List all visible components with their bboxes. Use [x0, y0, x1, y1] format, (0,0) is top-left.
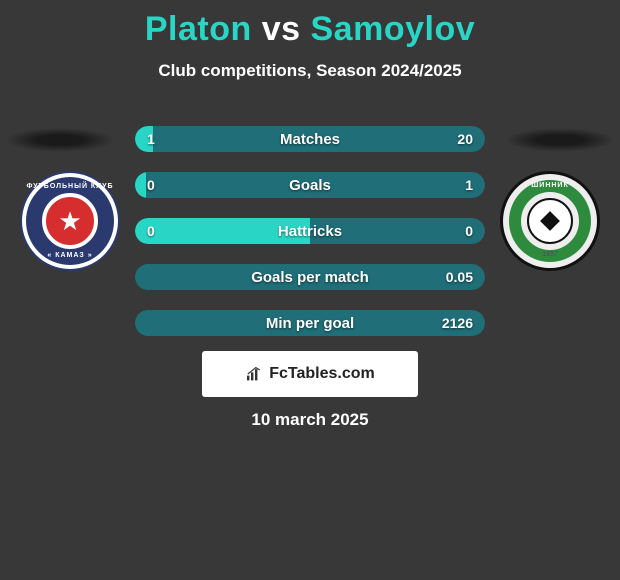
- bar-right-value: 0.05: [446, 269, 473, 285]
- bar-left-value: 1: [147, 131, 155, 147]
- stat-bars: Matches120Goals01Hattricks00Goals per ma…: [135, 126, 485, 356]
- bar-label: Hattricks: [135, 223, 485, 240]
- bar-right-value: 2126: [442, 315, 473, 331]
- shadow-left: [5, 128, 115, 152]
- ball-icon: [527, 198, 573, 244]
- bar-right-value: 1: [465, 177, 473, 193]
- vs-text: vs: [262, 10, 301, 48]
- club-crest-left: ФУТБОЛЬНЫЙ КЛУБ « КАМАЗ » ★: [20, 171, 120, 271]
- shadow-right: [505, 128, 615, 152]
- stat-bar: Goals per match0.05: [135, 264, 485, 290]
- subtitle: Club competitions, Season 2024/2025: [0, 61, 620, 81]
- bar-label: Goals: [135, 177, 485, 194]
- bar-right-value: 0: [465, 223, 473, 239]
- club-crest-right: ШИННИК 1957: [500, 171, 600, 271]
- bar-left-value: 0: [147, 223, 155, 239]
- bar-label: Matches: [135, 131, 485, 148]
- bar-right-value: 20: [457, 131, 473, 147]
- stat-bar: Matches1 20: [135, 126, 485, 152]
- stat-bar: Hattricks0 0: [135, 218, 485, 244]
- footer-brand-box[interactable]: FcTables.com: [202, 351, 418, 397]
- player1-name: Platon: [145, 10, 252, 48]
- page-title: Platon vs Samoylov: [0, 0, 620, 49]
- bar-label: Goals per match: [135, 269, 485, 286]
- stat-bar: Goals0 1: [135, 172, 485, 198]
- star-icon: ★: [58, 208, 81, 234]
- bar-left-value: 0: [147, 177, 155, 193]
- crest-right-top-text: ШИННИК: [503, 182, 597, 189]
- crest-left-bottom-text: « КАМАЗ »: [26, 252, 114, 259]
- crest-left-top-text: ФУТБОЛЬНЫЙ КЛУБ: [26, 183, 114, 190]
- bar-label: Min per goal: [135, 315, 485, 332]
- chart-icon: [245, 366, 265, 382]
- date-text: 10 march 2025: [0, 410, 620, 430]
- stat-bar: Min per goal2126: [135, 310, 485, 336]
- footer-brand-text: FcTables.com: [269, 365, 375, 383]
- crest-right-year: 1957: [503, 251, 597, 258]
- player2-name: Samoylov: [311, 10, 476, 48]
